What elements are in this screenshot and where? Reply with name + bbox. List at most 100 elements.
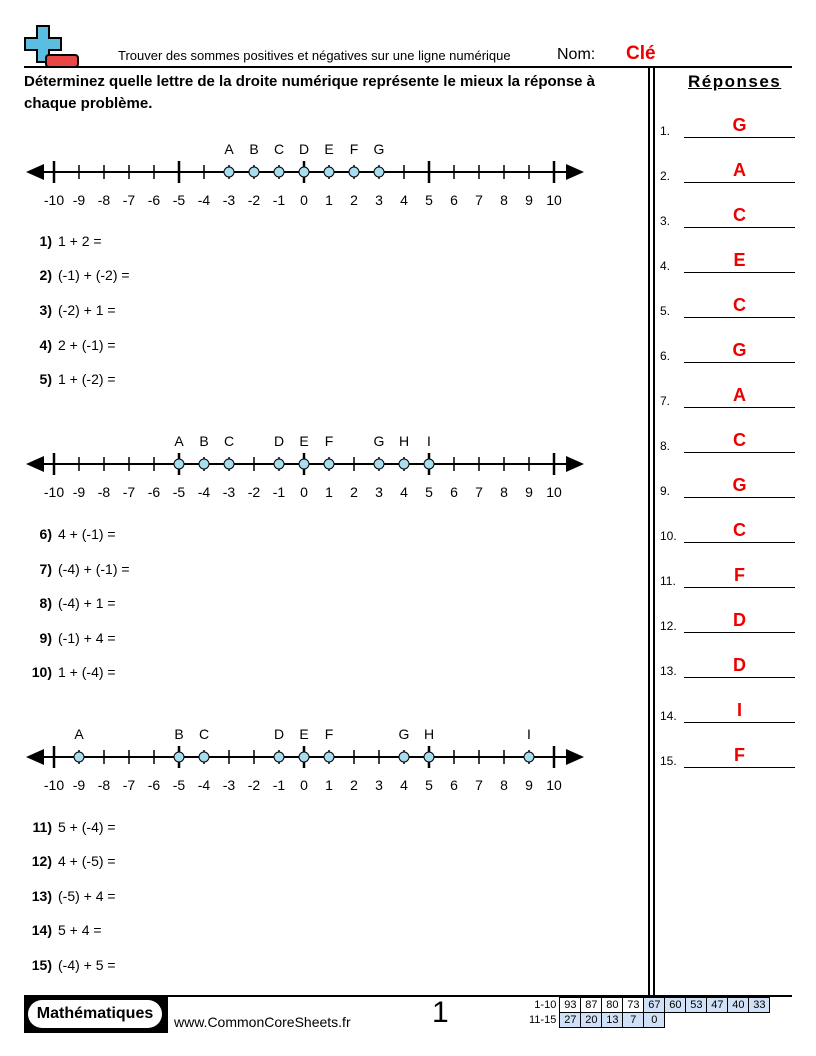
tick-label: -2 <box>248 192 261 207</box>
tick-label: 10 <box>546 777 562 792</box>
point-label: E <box>299 726 308 742</box>
point-label: I <box>527 726 531 742</box>
problem: 14) 5 + 4 = <box>24 922 102 938</box>
point-label: B <box>174 726 183 742</box>
answer-row: 13. D <box>660 655 795 678</box>
answer-letter: G <box>684 473 795 498</box>
arrow-left-icon <box>26 749 44 765</box>
problem-expression: (-5) + 4 = <box>58 888 116 904</box>
tick-label: -6 <box>148 192 161 207</box>
answer-number: 13. <box>660 664 677 678</box>
point-marker <box>198 751 210 763</box>
tick-label: 5 <box>425 192 433 207</box>
arrow-left-icon <box>26 456 44 472</box>
point-marker <box>523 751 535 763</box>
answer-number: 6. <box>660 349 671 363</box>
answer-row: 9. G <box>660 475 795 498</box>
point-marker <box>373 458 385 470</box>
answer-letter: D <box>684 653 795 678</box>
column-divider <box>653 66 655 996</box>
problem-number: 1) <box>39 233 52 249</box>
score-cell: 67 <box>643 997 666 1013</box>
tick-label: -4 <box>198 192 211 207</box>
tick-label: 4 <box>400 484 408 499</box>
point-label: C <box>199 726 209 742</box>
point-label: E <box>324 141 333 157</box>
arrow-right-icon <box>566 164 584 180</box>
problem-expression: (-4) + (-1) = <box>58 561 130 577</box>
answer-letter: C <box>684 203 795 228</box>
problem: 3) (-2) + 1 = <box>24 302 116 318</box>
point-marker <box>223 166 235 178</box>
score-row-label: 11-15 <box>529 1014 557 1026</box>
answer-letter: C <box>684 428 795 453</box>
answer-letter: F <box>684 563 795 588</box>
problem-expression: 5 + 4 = <box>58 922 102 938</box>
answer-letter: G <box>684 113 795 138</box>
point-marker <box>248 166 260 178</box>
problem-expression: (-4) + 5 = <box>58 957 116 973</box>
tick-label: 6 <box>450 484 458 499</box>
point-label: B <box>249 141 258 157</box>
problem-expression: 4 + (-5) = <box>58 853 116 869</box>
problem: 6) 4 + (-1) = <box>24 526 116 542</box>
answer-letter: A <box>684 383 795 408</box>
point-marker <box>298 751 310 763</box>
score-cell: 7 <box>622 1012 645 1028</box>
arrow-right-icon <box>566 749 584 765</box>
problem-number: 2) <box>39 267 52 283</box>
point-marker <box>223 458 235 470</box>
brand-label: Mathématiques <box>28 1000 162 1028</box>
problem-expression: (-4) + 1 = <box>58 595 116 611</box>
tick-label: 0 <box>300 192 308 207</box>
logo-plus-minus-icon <box>24 25 79 68</box>
answer-number: 15. <box>660 754 677 768</box>
tick-label: 1 <box>325 192 333 207</box>
score-table: 1-10 93 87 80 73 67 60 53 47 40 33 11-15 27 20 13 7 0 <box>526 997 771 1028</box>
problem: 8) (-4) + 1 = <box>24 595 116 611</box>
answer-row: 15. F <box>660 745 795 768</box>
tick-label: 9 <box>525 484 533 499</box>
problem-number: 5) <box>39 371 52 387</box>
answer-letter: I <box>684 698 795 723</box>
answer-number: 9. <box>660 484 671 498</box>
point-marker <box>73 751 85 763</box>
tick-label: -6 <box>148 777 161 792</box>
answer-row: 1. G <box>660 115 795 138</box>
tick-label: -3 <box>223 484 236 499</box>
tick-label: 6 <box>450 777 458 792</box>
tick-label: 3 <box>375 484 383 499</box>
problem: 11) 5 + (-4) = <box>24 819 116 835</box>
tick-label: -2 <box>248 777 261 792</box>
tick-label: -6 <box>148 484 161 499</box>
tick-label: -5 <box>173 192 186 207</box>
problem-expression: 1 + 2 = <box>58 233 102 249</box>
point-label: B <box>199 433 208 449</box>
point-marker <box>173 751 185 763</box>
problem: 10) 1 + (-4) = <box>24 664 116 680</box>
problem: 1) 1 + 2 = <box>24 233 102 249</box>
point-label: A <box>174 433 184 449</box>
number-line: -10 -9 -8 -7 -6 -5 -4 -3 -2 -1 0 1 2 3 4 5 6 7 8 9 10A B C D E F G… <box>26 433 584 499</box>
tick-label: -5 <box>173 777 186 792</box>
problem: 5) 1 + (-2) = <box>24 371 116 387</box>
tick-label: -9 <box>73 777 86 792</box>
answer-row: 4. E <box>660 250 795 273</box>
point-marker <box>348 166 360 178</box>
problem: 12) 4 + (-5) = <box>24 853 116 869</box>
score-cell: 13 <box>601 1012 624 1028</box>
problem-number: 15) <box>31 957 52 973</box>
tick-label: -8 <box>98 484 111 499</box>
point-marker <box>198 458 210 470</box>
score-cell: 40 <box>727 997 750 1013</box>
problem-expression: (-1) + (-2) = <box>58 267 130 283</box>
answer-number: 12. <box>660 619 677 633</box>
answer-number: 14. <box>660 709 677 723</box>
point-label: G <box>374 141 385 157</box>
page-number: 1 <box>432 996 449 1029</box>
answer-row: 10. C <box>660 520 795 543</box>
problem: 9) (-1) + 4 = <box>24 630 116 646</box>
tick-label: 0 <box>300 484 308 499</box>
point-label: F <box>350 141 359 157</box>
